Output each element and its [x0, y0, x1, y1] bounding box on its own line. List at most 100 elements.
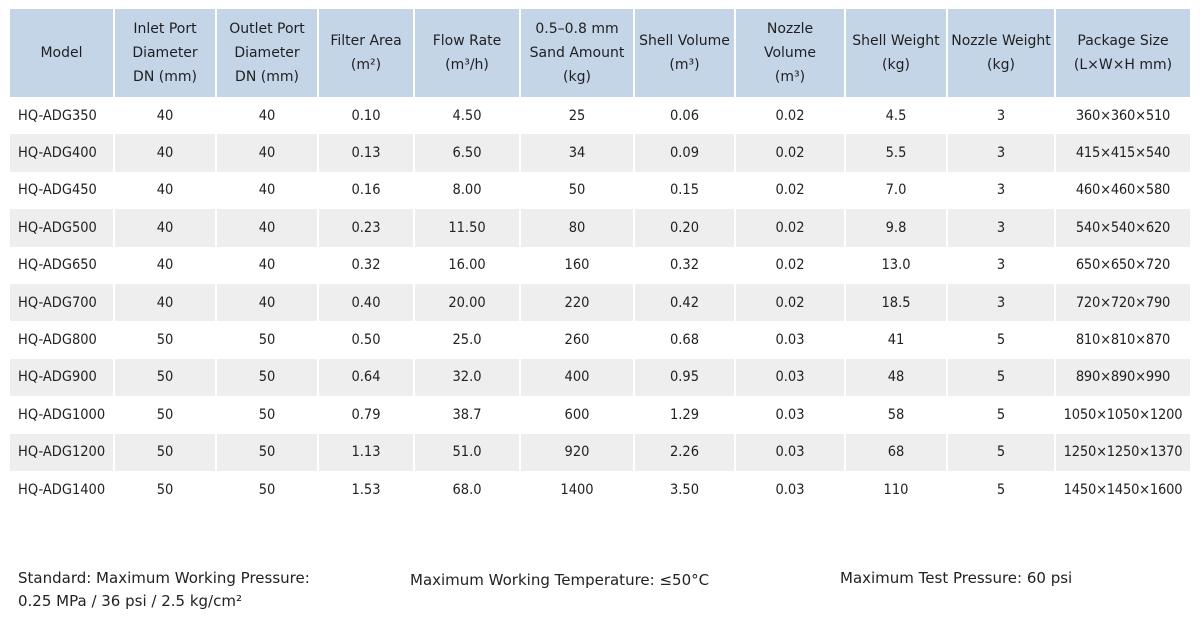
cell-model: HQ-ADG900	[10, 358, 115, 397]
cell-outlet-port-diameter: 40	[216, 97, 319, 135]
cell-filter-area: 0.10	[318, 97, 415, 135]
cell-nozzle-weight: 3	[947, 171, 1056, 210]
cell-shell-weight: 48	[845, 358, 948, 397]
header-inlet-port-diameter-line: Inlet Port	[133, 21, 197, 37]
table-row: HQ-ADG350 40 40 0.10 4.50 25 0.06 0.02 4.5 3 360×3…	[10, 97, 1190, 135]
cell-model: HQ-ADG450	[10, 171, 115, 210]
table-row: HQ-ADG450 40 40 0.16 8.00 50 0.15 0.02 7.0 3 460×4…	[10, 171, 1190, 210]
header-inlet-port-diameter-line: Diameter	[132, 45, 198, 61]
cell-inlet-port-diameter: 40	[114, 246, 217, 284]
header-shell-volume: Shell Volume (m³)	[634, 9, 736, 97]
cell-sand-amount: 920	[520, 433, 635, 471]
cell-nozzle-weight: 5	[947, 321, 1056, 359]
header-nozzle-volume: Nozzle Volume (m³)	[735, 9, 846, 97]
cell-model: HQ-ADG1000	[10, 396, 115, 434]
header-filter-area-line: (m²)	[350, 57, 382, 73]
standard-line-1: Standard: Maximum Working Pressure:	[18, 569, 310, 587]
cell-shell-volume: 3.50	[634, 470, 736, 509]
cell-flow-rate: 6.50	[414, 134, 521, 172]
cell-sand-amount: 1400	[520, 470, 635, 509]
cell-shell-weight: 68	[845, 433, 948, 471]
cell-shell-weight: 110	[845, 470, 948, 509]
table-row: HQ-ADG900 50 50 0.64 32.0 400 0.95 0.03 48 5 890×8…	[10, 358, 1190, 397]
header-shell-weight-line: (kg)	[882, 57, 910, 73]
cell-flow-rate: 68.0	[414, 470, 521, 509]
header-model: Model	[10, 9, 115, 97]
header-inlet-port-diameter-line: DN (mm)	[133, 69, 197, 85]
header-sand-amount-line: 0.5–0.8 mm	[535, 21, 619, 37]
header-sand-amount-line: Sand Amount	[529, 45, 625, 61]
header-flow-rate-line: Flow Rate	[432, 33, 502, 49]
header-shell-weight: Shell Weight (kg)	[845, 9, 948, 97]
cell-filter-area: 0.23	[318, 209, 415, 247]
header-shell-volume-line: Shell Volume	[639, 33, 730, 49]
cell-nozzle-volume: 0.03	[735, 358, 846, 397]
cell-shell-volume: 0.15	[634, 171, 736, 210]
cell-package-size: 460×460×580	[1055, 171, 1190, 210]
header-row: Model Inlet Port Diameter DN (mm) Outlet Por…	[10, 9, 1190, 97]
cell-outlet-port-diameter: 50	[216, 470, 319, 509]
table-row: HQ-ADG800 50 50 0.50 25.0 260 0.68 0.03 41 5 810×8…	[10, 321, 1190, 359]
cell-nozzle-weight: 3	[947, 97, 1056, 135]
cell-nozzle-weight: 3	[947, 246, 1056, 284]
max-working-temperature-note: Maximum Working Temperature: ≤50°C	[410, 571, 710, 589]
cell-inlet-port-diameter: 40	[114, 283, 217, 322]
cell-inlet-port-diameter: 40	[114, 171, 217, 210]
cell-outlet-port-diameter: 40	[216, 134, 319, 172]
cell-flow-rate: 32.0	[414, 358, 521, 397]
cell-model: HQ-ADG500	[10, 209, 115, 247]
cell-nozzle-volume: 0.03	[735, 433, 846, 471]
cell-filter-area: 0.79	[318, 396, 415, 434]
cell-nozzle-volume: 0.02	[735, 246, 846, 284]
cell-shell-volume: 0.32	[634, 246, 736, 284]
cell-filter-area: 1.13	[318, 433, 415, 471]
cell-inlet-port-diameter: 50	[114, 433, 217, 471]
header-outlet-port-diameter: Outlet Port Diameter DN (mm)	[216, 9, 319, 97]
cell-package-size: 1250×1250×1370	[1055, 433, 1190, 471]
cell-nozzle-weight: 3	[947, 283, 1056, 322]
cell-filter-area: 0.50	[318, 321, 415, 359]
table-row: HQ-ADG1200 50 50 1.13 51.0 920 2.26 0.03 68 5 1250…	[10, 433, 1190, 471]
header-filter-area: Filter Area (m²)	[318, 9, 415, 97]
header-nozzle-weight: Nozzle Weight (kg)	[947, 9, 1056, 97]
header-outlet-port-diameter-line: Diameter	[234, 45, 300, 61]
cell-inlet-port-diameter: 50	[114, 358, 217, 397]
cell-shell-volume: 2.26	[634, 433, 736, 471]
cell-filter-area: 0.64	[318, 358, 415, 397]
cell-inlet-port-diameter: 40	[114, 209, 217, 247]
cell-inlet-port-diameter: 40	[114, 97, 217, 135]
cell-shell-weight: 4.5	[845, 97, 948, 135]
header-nozzle-weight-line: (kg)	[987, 57, 1015, 73]
cell-flow-rate: 8.00	[414, 171, 521, 210]
cell-nozzle-volume: 0.02	[735, 171, 846, 210]
cell-nozzle-volume: 0.02	[735, 97, 846, 135]
header-outlet-port-diameter-line: Outlet Port	[229, 21, 305, 37]
cell-shell-volume: 0.06	[634, 97, 736, 135]
header-package-size: Package Size (L×W×H mm)	[1055, 9, 1190, 97]
header-nozzle-volume-line: Nozzle Volume	[763, 21, 817, 61]
cell-model: HQ-ADG400	[10, 134, 115, 172]
cell-sand-amount: 260	[520, 321, 635, 359]
cell-nozzle-volume: 0.02	[735, 283, 846, 322]
spec-table: Model Inlet Port Diameter DN (mm) Outlet Por…	[10, 9, 1190, 509]
standard-pressure-note: Standard: Maximum Working Pressure: 0.25…	[18, 567, 310, 613]
cell-outlet-port-diameter: 50	[216, 396, 319, 434]
cell-inlet-port-diameter: 50	[114, 396, 217, 434]
cell-outlet-port-diameter: 50	[216, 321, 319, 359]
header-shell-weight-line: Shell Weight	[852, 33, 940, 49]
cell-filter-area: 0.40	[318, 283, 415, 322]
cell-nozzle-volume: 0.03	[735, 321, 846, 359]
cell-flow-rate: 11.50	[414, 209, 521, 247]
cell-shell-volume: 0.20	[634, 209, 736, 247]
cell-package-size: 415×415×540	[1055, 134, 1190, 172]
table-row: HQ-ADG500 40 40 0.23 11.50 80 0.20 0.02 9.8 3 540×…	[10, 209, 1190, 247]
cell-filter-area: 0.32	[318, 246, 415, 284]
header-filter-area-line: Filter Area	[330, 33, 402, 49]
cell-shell-volume: 0.68	[634, 321, 736, 359]
cell-flow-rate: 16.00	[414, 246, 521, 284]
cell-model: HQ-ADG1200	[10, 433, 115, 471]
cell-package-size: 540×540×620	[1055, 209, 1190, 247]
cell-nozzle-weight: 5	[947, 433, 1056, 471]
cell-outlet-port-diameter: 40	[216, 209, 319, 247]
cell-model: HQ-ADG650	[10, 246, 115, 284]
